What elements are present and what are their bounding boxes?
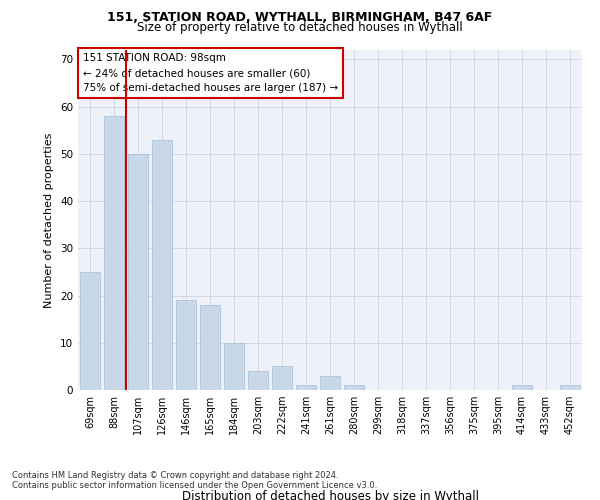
Text: 151, STATION ROAD, WYTHALL, BIRMINGHAM, B47 6AF: 151, STATION ROAD, WYTHALL, BIRMINGHAM, … [107,11,493,24]
Y-axis label: Number of detached properties: Number of detached properties [44,132,55,308]
Bar [512,386,532,390]
Bar [272,366,292,390]
Bar [200,305,220,390]
Bar [128,154,148,390]
Bar [560,386,580,390]
Bar [344,386,364,390]
Bar [320,376,340,390]
Bar [80,272,100,390]
Text: 151 STATION ROAD: 98sqm
← 24% of detached houses are smaller (60)
75% of semi-de: 151 STATION ROAD: 98sqm ← 24% of detache… [83,54,338,93]
Bar [104,116,124,390]
Text: Contains public sector information licensed under the Open Government Licence v3: Contains public sector information licen… [12,481,377,490]
Text: Contains HM Land Registry data © Crown copyright and database right 2024.: Contains HM Land Registry data © Crown c… [12,471,338,480]
Text: Size of property relative to detached houses in Wythall: Size of property relative to detached ho… [137,22,463,35]
Bar [296,386,316,390]
X-axis label: Distribution of detached houses by size in Wythall: Distribution of detached houses by size … [182,490,479,500]
Bar [248,371,268,390]
Bar [152,140,172,390]
Bar [176,300,196,390]
Bar [224,343,244,390]
